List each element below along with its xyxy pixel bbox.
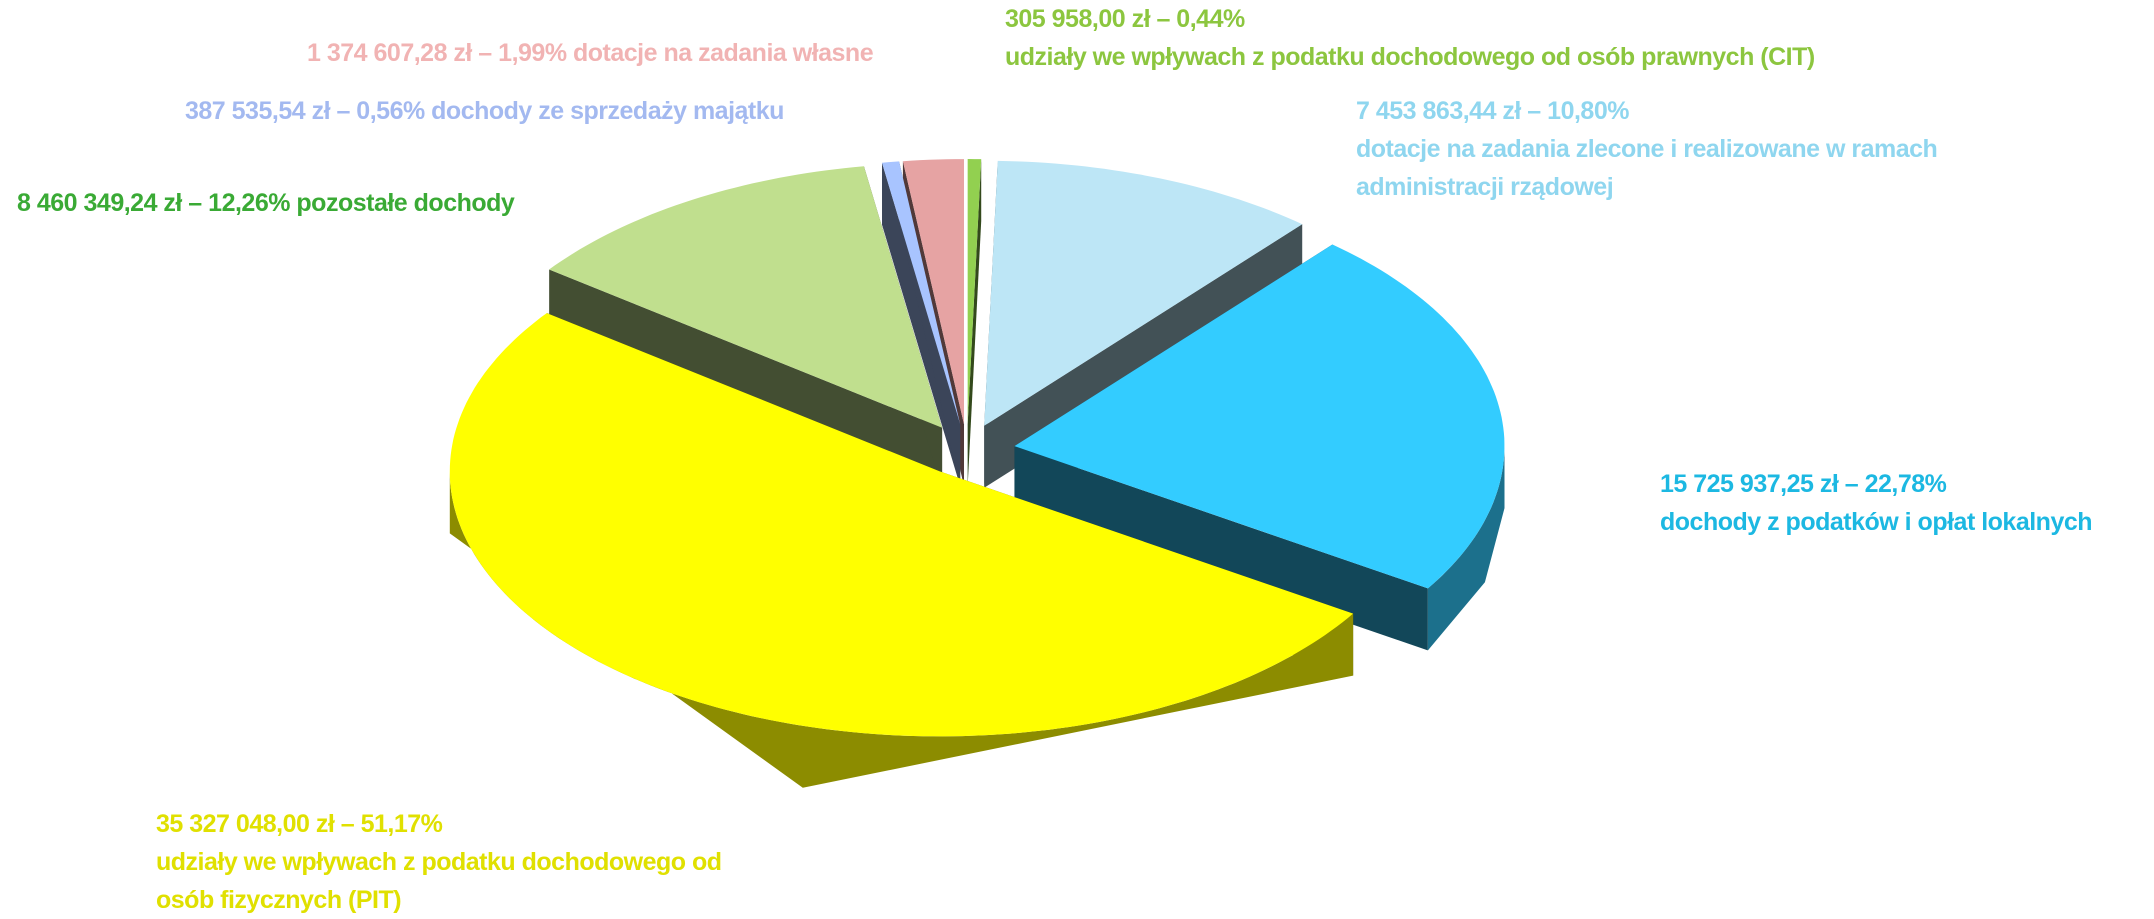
slice — [902, 159, 965, 425]
slice — [882, 161, 961, 425]
slice-side — [882, 162, 961, 487]
value-label: 8 460 349,24 zł – 12,26% — [17, 189, 290, 217]
value-label: 1 374 607,28 zł – 1,99% — [307, 39, 567, 67]
slice-label: 15 725 937,25 zł – 22,78% dochody z podat… — [1660, 465, 2093, 541]
slice — [1014, 244, 1505, 589]
category-label: udziały we wpływach z podatku dochodoweg… — [1005, 43, 1815, 71]
value-label: 15 725 937,25 zł – 22,78% — [1660, 470, 1947, 498]
slice — [967, 159, 982, 425]
category-label: dochody ze sprzedaży majątku — [431, 97, 784, 125]
slice — [549, 166, 943, 428]
slice-side — [1014, 446, 1428, 651]
slice — [449, 313, 1354, 737]
category-label: pozostałe dochody — [296, 189, 515, 217]
slice-label: 305 958,00 zł – 0,44% udziały we wpływach… — [1005, 0, 1815, 76]
value-label: 305 958,00 zł – 0,44% — [1005, 5, 1245, 33]
slice-label: 35 327 048,00 zł – 51,17% udziały we wpły… — [156, 805, 756, 919]
value-label: 7 453 863,44 zł – 10,80% — [1356, 97, 1629, 125]
category-label: dotacje na zadania zlecone i realizowane… — [1356, 135, 1938, 201]
slice-side — [967, 159, 982, 487]
value-label: 387 535,54 zł – 0,56% — [185, 97, 425, 125]
slice-side — [1427, 446, 1505, 651]
slice-label: 387 535,54 zł – 0,56% dochody ze sprzeda… — [185, 92, 784, 130]
slice-label: 8 460 349,24 zł – 12,26% pozostałe docho… — [17, 184, 515, 222]
slice — [984, 160, 1303, 426]
category-label: dochody z podatków i opłat lokalnych — [1660, 508, 2093, 536]
slice-label: 1 374 607,28 zł – 1,99% dotacje na zadan… — [307, 34, 874, 72]
category-label: udziały we wpływach z podatku dochodoweg… — [156, 848, 722, 914]
value-label: 35 327 048,00 zł – 51,17% — [156, 810, 443, 838]
category-label: dotacje na zadania własne — [573, 39, 874, 67]
slice-label: 7 453 863,44 zł – 10,80% dotacje na zadan… — [1356, 92, 2016, 206]
